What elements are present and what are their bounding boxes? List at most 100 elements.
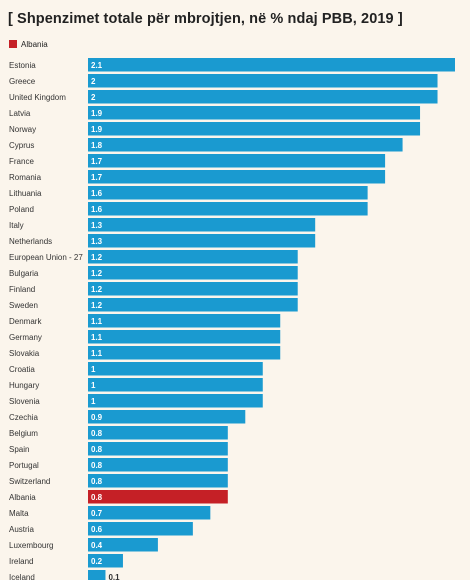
value-label-iceland: 0.1 <box>108 573 120 580</box>
bar-finland <box>88 282 298 296</box>
category-label-lithuania: Lithuania <box>9 189 42 198</box>
bar-lithuania <box>88 186 368 200</box>
value-label-croatia: 1 <box>91 365 96 374</box>
category-label-denmark: Denmark <box>9 317 42 326</box>
value-label-albania: 0.8 <box>91 493 103 502</box>
bar-albania <box>88 490 228 504</box>
category-label-norway: Norway <box>9 125 36 134</box>
value-label-ireland: 0.2 <box>91 557 103 566</box>
bar-switzerland <box>88 474 228 488</box>
category-label-greece: Greece <box>9 77 36 86</box>
bar-france <box>88 154 386 168</box>
bar-latvia <box>88 106 421 120</box>
category-label-portugal: Portugal <box>9 461 39 470</box>
value-label-poland: 1.6 <box>91 205 103 214</box>
value-label-bulgaria: 1.2 <box>91 269 103 278</box>
value-label-belgium: 0.8 <box>91 429 103 438</box>
bar-greece <box>88 74 438 88</box>
bar-austria <box>88 522 193 536</box>
category-label-malta: Malta <box>9 509 29 518</box>
bar-hungary <box>88 378 263 392</box>
value-label-germany: 1.1 <box>91 333 103 342</box>
category-label-croatia: Croatia <box>9 365 35 374</box>
bar-romania <box>88 170 386 184</box>
bar-netherlands <box>88 234 316 248</box>
chart-title: [ Shpenzimet totale për mbrojtjen, në % … <box>8 11 403 27</box>
bar-poland <box>88 202 368 216</box>
bar-czechia <box>88 410 246 424</box>
bar-belgium <box>88 426 228 440</box>
category-label-estonia: Estonia <box>9 61 36 70</box>
category-label-european-union-27: European Union - 27 <box>9 253 83 262</box>
category-label-poland: Poland <box>9 205 34 214</box>
value-label-hungary: 1 <box>91 381 96 390</box>
category-label-bulgaria: Bulgaria <box>9 269 39 278</box>
category-label-belgium: Belgium <box>9 429 38 438</box>
legend-label-albania: Albania <box>21 39 48 49</box>
category-label-romania: Romania <box>9 173 42 182</box>
category-label-switzerland: Switzerland <box>9 477 50 486</box>
bar-united-kingdom <box>88 90 438 104</box>
category-label-ireland: Ireland <box>9 557 33 566</box>
value-label-norway: 1.9 <box>91 125 103 134</box>
bar-slovakia <box>88 346 281 360</box>
category-label-czechia: Czechia <box>9 413 38 422</box>
value-label-slovenia: 1 <box>91 397 96 406</box>
value-label-france: 1.7 <box>91 157 103 166</box>
bar-european-union-27 <box>88 250 298 264</box>
bar-spain <box>88 442 228 456</box>
value-label-malta: 0.7 <box>91 509 103 518</box>
legend-swatch-albania <box>9 40 17 48</box>
category-label-latvia: Latvia <box>9 109 31 118</box>
bar-slovenia <box>88 394 263 408</box>
bar-malta <box>88 506 211 520</box>
value-label-sweden: 1.2 <box>91 301 103 310</box>
category-label-france: France <box>9 157 34 166</box>
bar-italy <box>88 218 316 232</box>
bar-cyprus <box>88 138 403 152</box>
category-label-luxembourg: Luxembourg <box>9 541 53 550</box>
bar-croatia <box>88 362 263 376</box>
chart-legend: Albania <box>9 37 48 51</box>
category-label-spain: Spain <box>9 445 29 454</box>
category-label-netherlands: Netherlands <box>9 237 52 246</box>
value-label-italy: 1.3 <box>91 221 103 230</box>
bar-bulgaria <box>88 266 298 280</box>
bar-iceland <box>88 570 106 580</box>
value-label-switzerland: 0.8 <box>91 477 103 486</box>
bar-portugal <box>88 458 228 472</box>
bar-luxembourg <box>88 538 158 552</box>
value-label-united-kingdom: 2 <box>91 93 96 102</box>
bar-sweden <box>88 298 298 312</box>
category-label-germany: Germany <box>9 333 42 342</box>
value-label-spain: 0.8 <box>91 445 103 454</box>
value-label-denmark: 1.1 <box>91 317 103 326</box>
value-label-czechia: 0.9 <box>91 413 103 422</box>
value-label-luxembourg: 0.4 <box>91 541 103 550</box>
value-label-slovakia: 1.1 <box>91 349 103 358</box>
category-label-albania: Albania <box>9 493 36 502</box>
value-label-portugal: 0.8 <box>91 461 103 470</box>
value-label-greece: 2 <box>91 77 96 86</box>
bar-denmark <box>88 314 281 328</box>
category-label-hungary: Hungary <box>9 381 39 390</box>
value-label-austria: 0.6 <box>91 525 103 534</box>
bar-germany <box>88 330 281 344</box>
value-label-lithuania: 1.6 <box>91 189 103 198</box>
bar-ireland <box>88 554 123 568</box>
category-label-united-kingdom: United Kingdom <box>9 93 66 102</box>
value-label-european-union-27: 1.2 <box>91 253 103 262</box>
bar-norway <box>88 122 421 136</box>
category-label-iceland: Iceland <box>9 573 35 580</box>
category-label-slovenia: Slovenia <box>9 397 40 406</box>
value-label-netherlands: 1.3 <box>91 237 103 246</box>
category-label-finland: Finland <box>9 285 35 294</box>
category-label-italy: Italy <box>9 221 24 230</box>
value-label-finland: 1.2 <box>91 285 103 294</box>
category-label-austria: Austria <box>9 525 34 534</box>
bar-estonia <box>88 58 455 72</box>
value-label-estonia: 2.1 <box>91 61 103 70</box>
category-label-slovakia: Slovakia <box>9 349 40 358</box>
category-label-sweden: Sweden <box>9 301 38 310</box>
